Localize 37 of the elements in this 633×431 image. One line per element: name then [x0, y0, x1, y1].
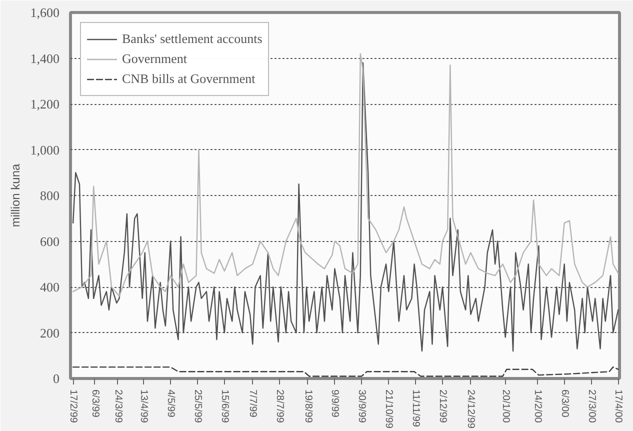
y-tick-label: 600: [40, 234, 60, 249]
x-tick-label: 25/5/99: [192, 390, 203, 424]
legend-label: Government: [122, 51, 187, 67]
x-tick-label: 17/4/00: [612, 390, 624, 424]
y-tick-label: 200: [40, 325, 60, 340]
x-tick-label: 11/11/99: [410, 390, 422, 428]
x-tick-label: 7/7/99: [247, 390, 258, 418]
x-tick-label: 27/3/00: [586, 390, 597, 424]
x-tick-label: 24/3/99: [112, 390, 124, 424]
legend-label: Banks' settlement accounts: [122, 31, 262, 47]
legend-label: CNB bills at Government: [122, 71, 256, 87]
y-tick-label: 1,600: [30, 5, 60, 20]
y-tick-label: 1,200: [30, 96, 60, 112]
line-series: [72, 62, 619, 352]
y-tick-label: 1,000: [30, 142, 60, 158]
x-tick-label: 2/12/99: [436, 390, 448, 424]
y-tick-label: 0: [53, 371, 60, 386]
x-tick-label: 14/2/00: [532, 390, 543, 424]
x-tick-label: 17/2/99: [68, 390, 79, 424]
x-tick-label: 6/3/99: [89, 390, 100, 418]
y-tick-label: 800: [40, 188, 60, 203]
y-axis-title: million kuna: [8, 163, 22, 228]
x-tick-label: 20/1/00: [500, 390, 511, 424]
line-series: [72, 53, 619, 297]
x-tick-label: 6/3/00: [558, 390, 570, 418]
x-tick-label: 15/6/99: [218, 390, 230, 424]
x-tick-label: 30/9/99: [356, 390, 368, 424]
x-tick-label: 4/5/99: [165, 390, 176, 418]
x-tick-label: 28/7/99: [274, 390, 286, 424]
x-tick-label: 24/12/99: [465, 390, 476, 429]
x-tick-label: 13/4/99: [138, 390, 150, 424]
y-tick-label: 400: [40, 280, 60, 294]
y-tick-label: 1,400: [30, 50, 60, 66]
x-tick-label: 19/8/99: [302, 390, 314, 424]
x-tick-label: 9/9/99: [329, 390, 340, 418]
x-tick-label: 21/10/99: [383, 390, 394, 429]
line-series: [72, 366, 619, 377]
